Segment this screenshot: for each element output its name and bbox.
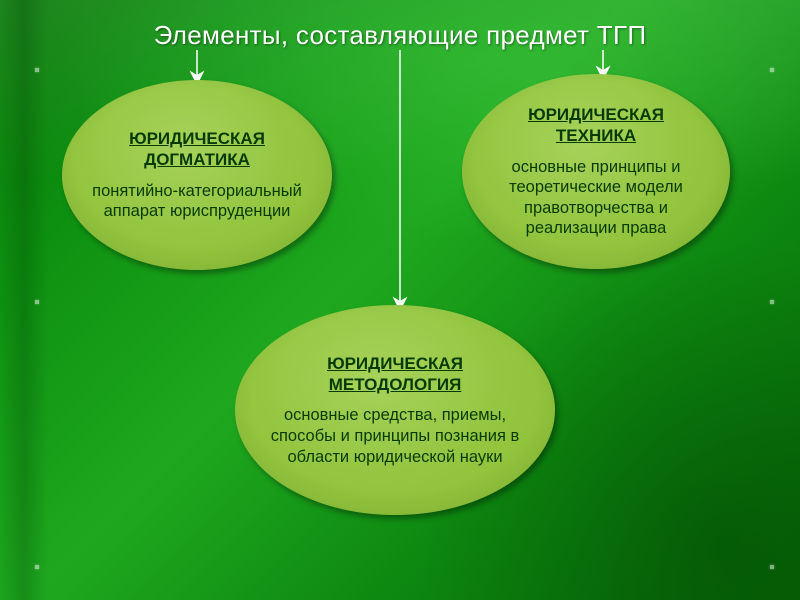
ellipse-text: основные принципы и теоретические модели… xyxy=(490,157,702,240)
ellipse-title: ЮРИДИЧЕСКАЯ ДОГМАТИКА xyxy=(90,128,304,171)
ellipse-tehnika: ЮРИДИЧЕСКАЯ ТЕХНИКА основные принципы и … xyxy=(462,74,730,269)
ellipse-metodologiya: ЮРИДИЧЕСКАЯ МЕТОДОЛОГИЯ основные средств… xyxy=(235,305,555,515)
ellipse-text: понятийно-категориальный аппарат юриспру… xyxy=(90,181,304,222)
ellipse-dogmatika: ЮРИДИЧЕСКАЯ ДОГМАТИКА понятийно-категори… xyxy=(62,80,332,270)
slide-title: Элементы, составляющие предмет ТГП xyxy=(0,20,800,51)
ellipse-title: ЮРИДИЧЕСКАЯ МЕТОДОЛОГИЯ xyxy=(263,353,527,396)
ellipse-text: основные средства, приемы, способы и при… xyxy=(263,405,527,467)
ellipse-title: ЮРИДИЧЕСКАЯ ТЕХНИКА xyxy=(490,104,702,147)
